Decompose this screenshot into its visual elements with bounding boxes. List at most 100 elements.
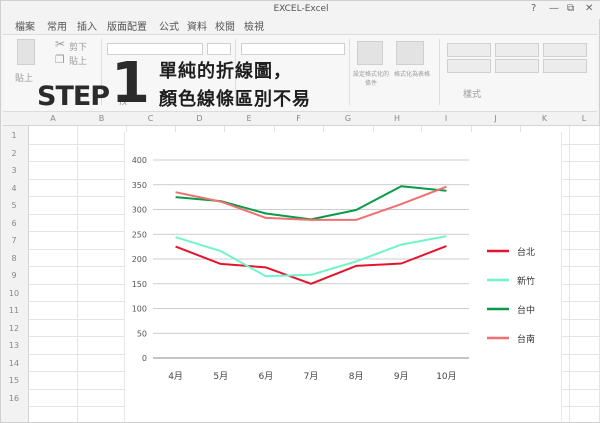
ribbon-separator: [235, 39, 236, 105]
font-size-box[interactable]: [207, 43, 231, 55]
close-icon[interactable]: ✕: [585, 3, 594, 14]
cell-style-swatch[interactable]: [495, 43, 539, 57]
row-label-4[interactable]: 4: [11, 183, 17, 193]
format-table-icon[interactable]: [396, 41, 424, 65]
tab-home[interactable]: 常用: [47, 22, 67, 33]
chart-area[interactable]: 0 50 100 150 200 250 300 350 400 4月 5月 6月 7月 8月 9月 10月 台…: [124, 132, 562, 422]
y-tick-label: 150: [132, 280, 147, 289]
row-label-1[interactable]: 1: [11, 131, 17, 140]
restore-icon[interactable]: ⧉: [567, 3, 575, 14]
cell-style-swatch[interactable]: [543, 43, 587, 57]
format-table-label[interactable]: 格式化為表格: [393, 71, 430, 78]
column-label-j[interactable]: J: [494, 114, 497, 123]
x-tick-label: 6月: [258, 371, 273, 382]
row-label-12[interactable]: 12: [8, 323, 20, 333]
y-tick-label: 300: [132, 206, 147, 215]
row-label-2[interactable]: 2: [11, 148, 17, 158]
column-label-l[interactable]: L: [581, 114, 587, 123]
line-chart[interactable]: 0 50 100 150 200 250 300 350 400 4月 5月 6月 7月 8月 9月 10月 台…: [125, 132, 563, 422]
y-tick-label: 100: [132, 305, 147, 314]
cell-style-swatch[interactable]: [495, 59, 539, 73]
help-icon[interactable]: ?: [531, 3, 537, 14]
tab-insert[interactable]: 插入: [77, 22, 97, 33]
x-tick-label: 7月: [304, 371, 319, 382]
x-tick-label: 8月: [349, 371, 364, 382]
series-line-1: [175, 235, 447, 278]
legend-label: 新竹: [517, 275, 535, 287]
headline-line-1: 單純的折線圖，: [159, 61, 292, 82]
number-format-box[interactable]: [241, 43, 345, 55]
x-tick-label: 5月: [213, 371, 228, 382]
row-label-9[interactable]: 9: [11, 271, 17, 280]
series-line-0: [175, 245, 447, 285]
step-word: STEP: [37, 81, 110, 112]
column-label-i[interactable]: I: [444, 114, 448, 123]
ribbon-tabs: 檔案 常用 插入 版面配置 公式 資料 校閱 檢視: [1, 18, 600, 34]
fx-icon[interactable]: fx: [119, 98, 128, 108]
tab-page-layout[interactable]: 版面配置: [107, 22, 147, 33]
column-label-e[interactable]: E: [246, 114, 252, 123]
copy-label[interactable]: 貼上: [69, 57, 88, 67]
row-label-14[interactable]: 14: [8, 358, 20, 368]
row-label-5[interactable]: 5: [11, 201, 17, 210]
y-tick-label: 50: [137, 329, 147, 338]
copy-icon[interactable]: ❐: [55, 53, 65, 66]
paste-icon[interactable]: [17, 39, 35, 65]
series-line-3: [175, 185, 447, 221]
font-name-box[interactable]: [107, 43, 203, 55]
y-tick-label: 400: [132, 156, 147, 165]
title-bar: EXCEL-Excel ? — ⧉ ✕: [1, 1, 600, 19]
column-label-g[interactable]: G: [344, 114, 352, 123]
column-label-a[interactable]: A: [50, 114, 56, 123]
legend-label: 台南: [517, 333, 535, 345]
row-label-10[interactable]: 10: [8, 288, 20, 298]
cell-style-swatch[interactable]: [447, 43, 491, 57]
column-label-b[interactable]: B: [98, 114, 105, 123]
minimize-icon[interactable]: —: [549, 3, 559, 14]
x-tick-label: 10月: [436, 371, 456, 382]
y-tick-label: 250: [132, 230, 147, 239]
row-label-16[interactable]: 16: [8, 393, 20, 403]
column-label-d[interactable]: D: [196, 114, 203, 123]
row-label-3[interactable]: 3: [11, 166, 17, 175]
paste-label: 貼上: [15, 74, 34, 84]
tab-data[interactable]: 資料: [187, 22, 207, 33]
y-tick-label: 350: [132, 181, 147, 190]
window-title: EXCEL-Excel: [273, 4, 329, 14]
row-label-11[interactable]: 11: [8, 306, 20, 315]
row-label-13[interactable]: 13: [8, 341, 20, 350]
row-label-8[interactable]: 8: [11, 253, 17, 263]
tab-formulas[interactable]: 公式: [159, 22, 179, 33]
column-header: A B C D E F G H I J K L: [3, 112, 599, 126]
styles-group-label: 樣式: [463, 90, 482, 100]
column-label-h[interactable]: H: [393, 114, 400, 123]
legend-label: 台中: [517, 304, 535, 316]
grid-vline: [77, 126, 78, 422]
column-label-c[interactable]: C: [147, 114, 154, 123]
row-label-6[interactable]: 6: [11, 218, 17, 228]
ribbon: 貼上 ✂ 剪下 ❐ 貼上 設定格式化的條件 格式化為表格 樣式 fx: [3, 34, 597, 112]
x-tick-label: 9月: [394, 371, 409, 382]
ribbon-separator: [349, 39, 350, 105]
x-tick-label: 4月: [168, 371, 183, 382]
ribbon-separator: [101, 39, 102, 105]
cell-style-swatch[interactable]: [543, 59, 587, 73]
row-header: 1 2 3 4 5 6 7 8 9 10 11 12 13 14 15 16: [3, 126, 29, 422]
tab-view[interactable]: 檢視: [244, 22, 264, 33]
column-label-k[interactable]: K: [541, 114, 548, 123]
tab-review[interactable]: 校閱: [215, 22, 235, 33]
headline-line-2: 顏色線條區別不易: [159, 89, 311, 110]
conditional-format-icon[interactable]: [357, 41, 383, 65]
y-tick-label: 200: [132, 255, 147, 264]
column-label-f[interactable]: F: [296, 114, 301, 123]
row-label-15[interactable]: 15: [8, 376, 20, 385]
step-number: 1: [111, 51, 150, 116]
row-label-7[interactable]: 7: [11, 236, 17, 245]
cut-label[interactable]: 剪下: [69, 43, 88, 53]
conditional-format-label[interactable]: 設定格式化的條件: [352, 71, 389, 87]
tab-file[interactable]: 檔案: [15, 22, 35, 33]
cell-style-swatch[interactable]: [447, 59, 491, 73]
grid-vline: [569, 126, 570, 422]
scissors-icon[interactable]: ✂: [55, 37, 66, 51]
